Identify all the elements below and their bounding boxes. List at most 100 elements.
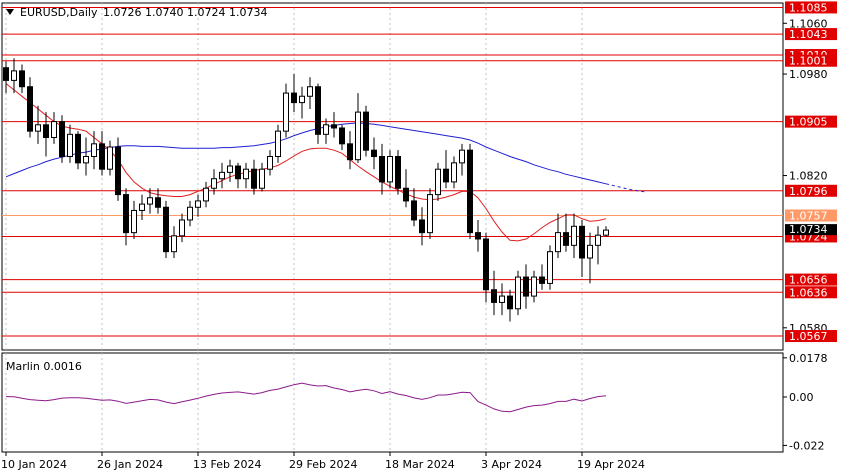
- candle[interactable]: [523, 264, 529, 309]
- candle[interactable]: [587, 232, 593, 284]
- x-tick-label: 18 Mar 2024: [385, 458, 455, 471]
- candle[interactable]: [115, 137, 121, 201]
- candle[interactable]: [443, 150, 449, 189]
- candle[interactable]: [435, 162, 441, 201]
- candle[interactable]: [371, 137, 377, 170]
- candle[interactable]: [99, 131, 105, 176]
- candle[interactable]: [323, 118, 329, 144]
- candle[interactable]: [355, 93, 361, 163]
- candle[interactable]: [195, 194, 201, 217]
- candle[interactable]: [395, 150, 401, 195]
- candle[interactable]: [155, 188, 161, 214]
- candle[interactable]: [387, 150, 393, 189]
- candle[interactable]: [419, 207, 425, 246]
- candle[interactable]: [427, 188, 433, 239]
- candle[interactable]: [507, 289, 513, 322]
- candle[interactable]: [83, 137, 89, 176]
- candle[interactable]: [107, 140, 113, 176]
- candle-body-bull: [283, 92, 289, 132]
- candle[interactable]: [19, 64, 25, 94]
- candle[interactable]: [91, 131, 97, 170]
- oscillator-pane[interactable]: [1, 352, 784, 453]
- candle[interactable]: [315, 83, 321, 144]
- candle[interactable]: [483, 232, 489, 303]
- symbol-title: EURUSD,Daily: [20, 6, 98, 19]
- candle[interactable]: [379, 143, 385, 195]
- candle[interactable]: [75, 131, 81, 170]
- candle[interactable]: [235, 162, 241, 189]
- candle[interactable]: [123, 188, 129, 246]
- candle[interactable]: [347, 131, 353, 170]
- candle[interactable]: [11, 58, 17, 94]
- candle-body-bull: [83, 156, 89, 164]
- candle[interactable]: [43, 112, 49, 157]
- candle[interactable]: [531, 270, 537, 303]
- candle[interactable]: [67, 124, 73, 163]
- candle[interactable]: [299, 86, 305, 119]
- candle[interactable]: [403, 169, 409, 208]
- candle[interactable]: [131, 200, 137, 239]
- candle-body-bear: [403, 187, 409, 202]
- ma-blue-projection-line: [605, 183, 647, 193]
- candle[interactable]: [283, 83, 289, 138]
- level-label: 1.1001: [789, 55, 828, 68]
- candle[interactable]: [291, 74, 297, 113]
- candle[interactable]: [51, 112, 57, 144]
- candle[interactable]: [227, 159, 233, 182]
- candle[interactable]: [187, 200, 193, 227]
- candle[interactable]: [275, 124, 281, 163]
- candle[interactable]: [3, 61, 9, 94]
- candle[interactable]: [251, 159, 257, 195]
- candle[interactable]: [515, 270, 521, 316]
- candle[interactable]: [59, 115, 65, 163]
- candle-body-bear: [43, 124, 49, 138]
- candle[interactable]: [603, 226, 609, 237]
- candle[interactable]: [163, 200, 169, 259]
- candle[interactable]: [467, 143, 473, 239]
- candle[interactable]: [563, 213, 569, 252]
- candle-body-bear: [523, 276, 529, 297]
- candle[interactable]: [35, 105, 41, 144]
- level-label: 1.0656: [789, 274, 828, 287]
- candle[interactable]: [219, 162, 225, 189]
- candle[interactable]: [267, 150, 273, 176]
- oscillator-line: [5, 382, 607, 413]
- candle-body-bear: [235, 165, 241, 180]
- candle[interactable]: [203, 181, 209, 208]
- candle[interactable]: [571, 213, 577, 259]
- candle[interactable]: [363, 105, 369, 157]
- candle[interactable]: [259, 162, 265, 192]
- candle-body-bear: [379, 156, 385, 183]
- candle-body-bull: [459, 149, 465, 164]
- candle[interactable]: [459, 143, 465, 176]
- candle[interactable]: [331, 112, 337, 138]
- candle-body-bear: [331, 124, 337, 129]
- collapse-triangle-icon[interactable]: [6, 9, 14, 15]
- candle[interactable]: [27, 77, 33, 138]
- candle-body-bear: [163, 206, 169, 253]
- candle[interactable]: [579, 219, 585, 278]
- candle[interactable]: [555, 213, 561, 259]
- candle[interactable]: [179, 213, 185, 243]
- candle[interactable]: [411, 188, 417, 227]
- candle[interactable]: [243, 162, 249, 189]
- candle[interactable]: [171, 226, 177, 259]
- candle[interactable]: [139, 194, 145, 220]
- current-price-label: 1.0734: [789, 223, 828, 236]
- candle[interactable]: [491, 270, 497, 316]
- candle-body-bull: [299, 95, 305, 104]
- candle[interactable]: [595, 226, 601, 265]
- candle[interactable]: [451, 156, 457, 189]
- candle[interactable]: [147, 188, 153, 214]
- candle[interactable]: [339, 124, 345, 151]
- price-pane[interactable]: [1, 2, 784, 351]
- candle-body-bear: [371, 149, 377, 158]
- candle[interactable]: [547, 245, 553, 290]
- candle[interactable]: [307, 77, 313, 109]
- candle[interactable]: [211, 169, 217, 195]
- candle[interactable]: [475, 219, 481, 252]
- candle-body-bear: [27, 86, 33, 132]
- candle[interactable]: [539, 264, 545, 290]
- candle[interactable]: [499, 283, 505, 316]
